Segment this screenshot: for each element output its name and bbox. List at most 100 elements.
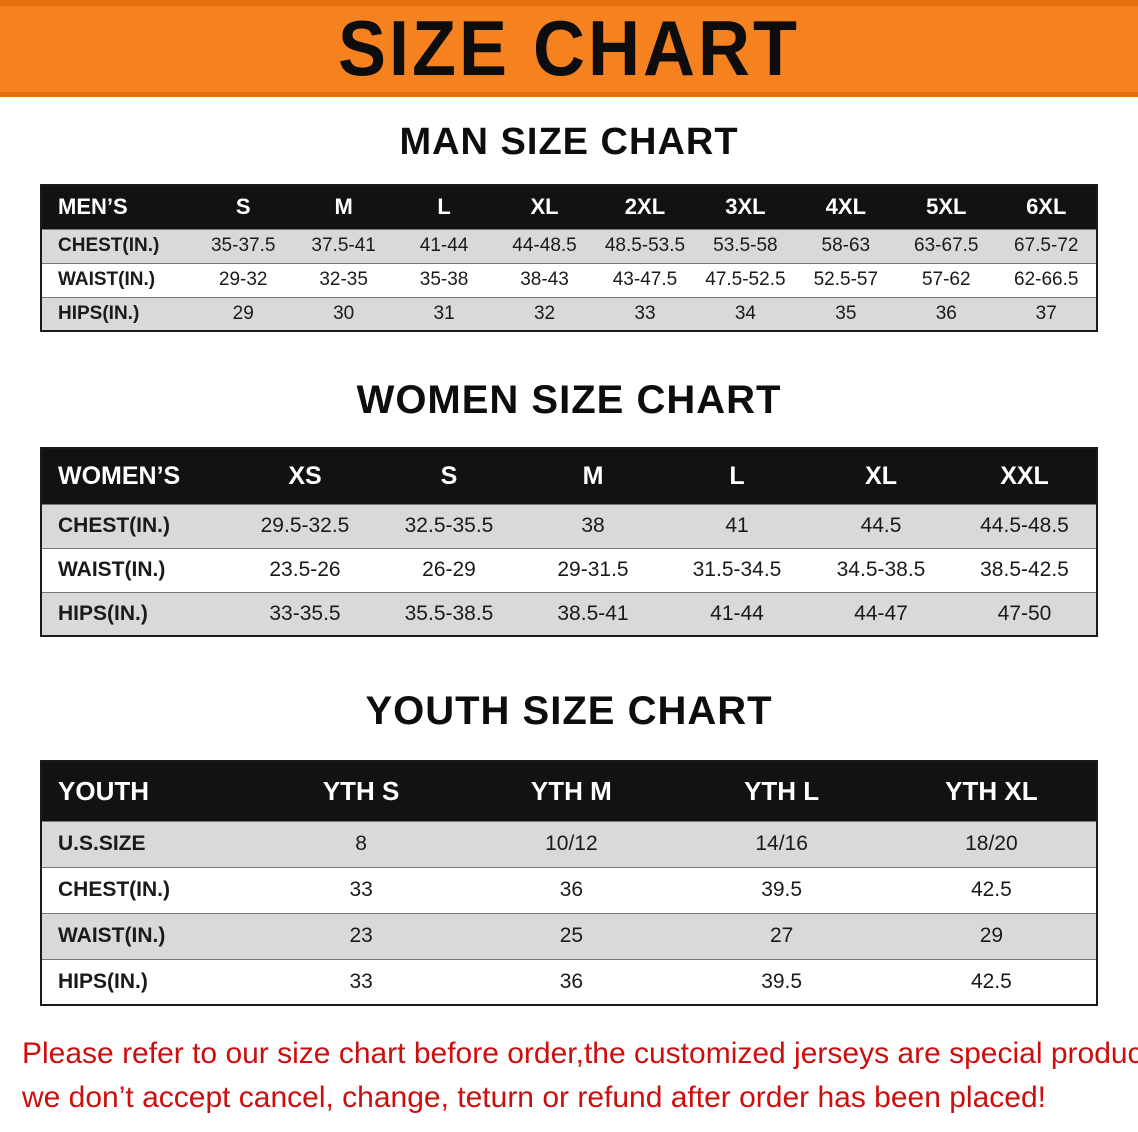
measure-value-cell: 29: [979, 924, 1004, 947]
size-header-cell: XL: [494, 185, 595, 229]
measure-value-cell: 42.5: [970, 878, 1012, 901]
table-row: WAIST(IN.) 29-32 32-35 35-38 38-43 43-47.5 47.…: [41, 263, 1097, 297]
measure-label-cell: HIPS(IN.): [58, 302, 140, 324]
measure-value-cell: 53.5-58: [713, 235, 778, 256]
men-size-table: MEN’S S M L XL 2XL 3XL 4XL 5XL 6XL CHEST(IN.) 35-37…: [40, 184, 1098, 332]
size-header-cell: YTH XL: [886, 761, 1097, 821]
measure-value-cell: 36: [935, 302, 957, 324]
measure-value-cell: 23.5-26: [269, 558, 341, 581]
measure-label-cell: HIPS(IN.): [58, 601, 148, 625]
size-header-cell: XL: [809, 448, 953, 504]
measure-label-cell: CHEST(IN.): [58, 878, 170, 901]
size-header-cell: 6XL: [996, 185, 1097, 229]
size-header-cell: YTH S: [256, 761, 467, 821]
banner-title: SIZE CHART: [338, 5, 800, 93]
measure-value-cell: 38.5-42.5: [980, 558, 1069, 581]
men-section-heading: MAN SIZE CHART: [399, 121, 739, 163]
table-row: WAIST(IN.) 23 25 27 29: [41, 913, 1097, 959]
measure-value-cell: 26-29: [422, 558, 476, 581]
measure-value-cell: 63-67.5: [914, 235, 979, 256]
size-header-cell: 2XL: [594, 185, 696, 229]
size-header-cell: XS: [233, 448, 377, 504]
table-row: CHEST(IN.) 35-37.5 37.5-41 41-44 44-48.5 48.5…: [41, 229, 1097, 263]
table-title-cell: YOUTH: [41, 761, 256, 821]
measure-value-cell: 32: [533, 302, 556, 324]
measure-label-cell: HIPS(IN.): [58, 969, 148, 993]
size-header-cell: 4XL: [795, 185, 897, 229]
measure-value-cell: 32-35: [319, 269, 368, 290]
measure-value-cell: 41-44: [710, 601, 764, 625]
measure-value-cell: 30: [333, 302, 355, 324]
size-header-cell: YTH L: [676, 761, 887, 821]
size-header-cell: 3XL: [695, 185, 796, 229]
measure-label-cell: WAIST(IN.): [58, 269, 156, 290]
size-header-cell: XXL: [953, 448, 1097, 504]
measure-value-cell: 31: [433, 302, 455, 324]
size-header-cell: S: [193, 185, 294, 229]
table-header-row: YOUTH YTH S YTH M YTH L YTH XL: [41, 761, 1097, 821]
measure-value-cell: 36: [559, 969, 584, 993]
measure-value-cell: 39.5: [761, 969, 803, 993]
size-header-cell: L: [393, 185, 495, 229]
size-header-cell: 5XL: [896, 185, 997, 229]
measure-value-cell: 47-50: [997, 601, 1052, 625]
table-row: CHEST(IN.) 29.5-32.5 32.5-35.5 38 41 44.5 44.5…: [41, 504, 1097, 548]
measure-value-cell: 38: [581, 514, 605, 537]
measure-value-cell: 34.5-38.5: [836, 558, 926, 581]
size-header-cell: M: [293, 185, 394, 229]
measure-label-cell: WAIST(IN.): [58, 924, 166, 947]
measure-value-cell: 58-63: [821, 235, 871, 256]
measure-value-cell: 62-66.5: [1014, 269, 1079, 290]
measure-value-cell: 39.5: [761, 878, 803, 901]
women-section-heading: WOMEN SIZE CHART: [356, 378, 782, 422]
measure-value-cell: 37.5-41: [311, 235, 376, 256]
measure-value-cell: 44-48.5: [512, 235, 577, 256]
banner: SIZE CHART: [0, 0, 1138, 97]
measure-value-cell: 35-38: [419, 269, 469, 290]
measure-value-cell: 33: [349, 969, 373, 993]
measure-value-cell: 41-44: [419, 235, 469, 256]
measure-value-cell: 27: [769, 924, 794, 947]
disclaimer: Please refer to our size chart before or…: [22, 1032, 1138, 1119]
measure-value-cell: 35: [835, 302, 857, 324]
measure-value-cell: 57-62: [921, 269, 971, 290]
table-title-cell: MEN’S: [41, 185, 193, 229]
measure-value-cell: 34: [734, 302, 756, 324]
measure-label-cell: WAIST(IN.): [58, 558, 166, 581]
women-size-table: WOMEN’S XS S M L XL XXL CHEST(IN.) 29.5-32.5 32.5…: [40, 447, 1098, 637]
measure-value-cell: 38.5-41: [557, 601, 629, 625]
table-row: CHEST(IN.) 33 36 39.5 42.5: [41, 867, 1097, 913]
table-row: HIPS(IN.) 29 30 31 32 33 34 35 36 37: [41, 297, 1097, 331]
measure-value-cell: 33-35.5: [269, 601, 341, 625]
measure-value-cell: 10/12: [545, 832, 598, 855]
measure-value-cell: 38-43: [520, 269, 569, 290]
measure-value-cell: 67.5-72: [1014, 235, 1079, 256]
table-row: WAIST(IN.) 23.5-26 26-29 29-31.5 31.5-34.5 34…: [41, 548, 1097, 592]
size-header-cell: S: [377, 448, 521, 504]
measure-value-cell: 48.5-53.5: [604, 235, 686, 256]
measure-value-cell: 32.5-35.5: [404, 514, 494, 537]
table-row: U.S.SIZE 8 10/12 14/16 18/20: [41, 821, 1097, 867]
measure-value-cell: 25: [559, 924, 584, 947]
table-header-row: MEN’S S M L XL 2XL 3XL 4XL 5XL 6XL: [41, 185, 1097, 229]
measure-value-cell: 29: [232, 302, 254, 324]
measure-value-cell: 29.5-32.5: [260, 514, 350, 537]
measure-value-cell: 8: [355, 832, 367, 855]
measure-value-cell: 36: [559, 878, 584, 901]
measure-value-cell: 37: [1035, 302, 1057, 324]
table-row: HIPS(IN.) 33-35.5 35.5-38.5 38.5-41 41-44 44-…: [41, 592, 1097, 636]
measure-value-cell: 14/16: [755, 832, 808, 855]
measure-value-cell: 44-47: [854, 601, 908, 625]
table-header-row: WOMEN’S XS S M L XL XXL: [41, 448, 1097, 504]
measure-value-cell: 52.5-57: [813, 269, 879, 290]
measure-label-cell: CHEST(IN.): [58, 235, 160, 256]
measure-value-cell: 29-32: [218, 269, 268, 290]
table-title-cell: WOMEN’S: [41, 448, 233, 504]
measure-value-cell: 31.5-34.5: [692, 558, 782, 581]
measure-value-cell: 44.5: [860, 514, 902, 537]
measure-value-cell: 35.5-38.5: [404, 601, 494, 625]
measure-value-cell: 29-31.5: [557, 558, 629, 581]
measure-value-cell: 47.5-52.5: [705, 269, 786, 290]
measure-value-cell: 23: [349, 924, 373, 947]
size-header-cell: L: [665, 448, 809, 504]
